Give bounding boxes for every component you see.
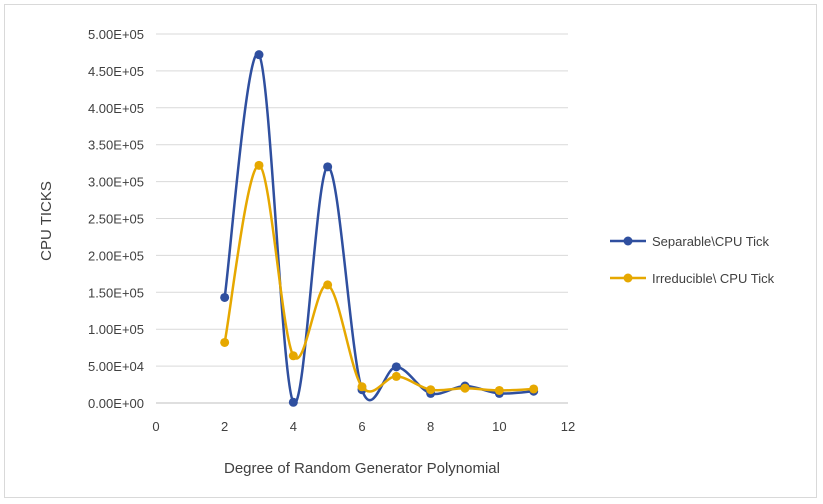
legend-swatch-marker [623,236,633,246]
x-tick-label: 6 [358,419,365,434]
data-point [288,351,298,361]
data-point [426,385,436,395]
y-tick-label: 4.50E+05 [88,64,144,79]
x-tick-label: 10 [492,419,506,434]
y-axis-label: CPU TICKS [38,181,55,261]
legend-swatch-marker [623,273,633,283]
line-chart: 0.00E+00 5.00E+04 1.00E+05 1.50E+05 2.00E+05… [38,27,775,477]
data-point [529,384,539,394]
y-tick-label: 3.00E+05 [88,175,144,190]
y-tick-label: 0.00E+00 [88,396,144,411]
data-point [288,397,298,407]
tick-labels: 0.00E+00 5.00E+04 1.00E+05 1.50E+05 2.00E+05… [88,27,575,434]
data-point [391,362,401,372]
series-separable [220,50,539,407]
series-line [223,52,534,405]
y-tick-label: 1.00E+05 [88,322,144,337]
y-tick-label: 5.00E+05 [88,27,144,42]
legend-item: Irreducible\ CPU Tick [610,271,775,286]
y-tick-label: 3.50E+05 [88,138,144,153]
data-point [357,382,367,392]
legend-item: Separable\CPU Tick [610,234,770,249]
series-layer [220,50,539,407]
data-point [220,292,230,302]
data-point [323,280,333,290]
data-point [220,337,230,347]
y-tick-label: 5.00E+04 [88,359,144,374]
chart-frame: 0.00E+00 5.00E+04 1.00E+05 1.50E+05 2.00E+05… [4,4,817,498]
series-irreducible [220,160,539,395]
data-point [494,385,504,395]
y-tick-label: 2.50E+05 [88,212,144,227]
legend-label: Irreducible\ CPU Tick [652,271,775,286]
x-tick-label: 0 [152,419,159,434]
x-tick-label: 8 [427,419,434,434]
x-tick-label: 2 [221,419,228,434]
data-point [254,50,264,60]
x-tick-label: 4 [290,419,297,434]
data-point [323,162,333,172]
x-tick-label: 12 [561,419,575,434]
data-point [460,383,470,393]
data-point [391,371,401,381]
y-tick-label: 4.00E+05 [88,101,144,116]
legend: Separable\CPU Tick Irreducible\ CPU Tick [610,234,775,286]
legend-label: Separable\CPU Tick [652,234,770,249]
y-tick-label: 2.00E+05 [88,248,144,263]
x-axis-label: Degree of Random Generator Polynomial [224,460,500,477]
y-tick-label: 1.50E+05 [88,285,144,300]
series-line [223,164,534,393]
gridlines [156,33,568,367]
data-point [254,160,264,170]
